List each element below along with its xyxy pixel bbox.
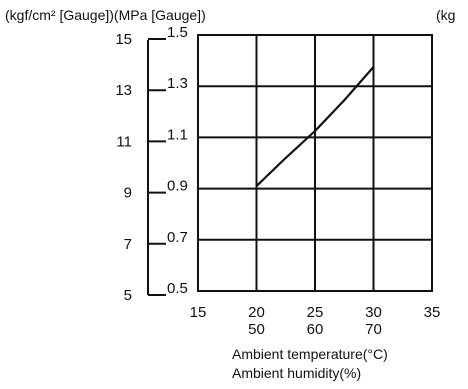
y-kgf-tick-label: 11 <box>116 133 132 150</box>
kgf-axis <box>147 38 166 296</box>
x-humidity-tick-label: 70 <box>365 321 382 338</box>
x-humidity-tick-label: 60 <box>307 321 324 338</box>
grid <box>197 34 433 292</box>
x-temperature-tick-label: 20 <box>248 304 265 321</box>
x-temperature-tick-label: 25 <box>307 304 324 321</box>
y-mpa-tick-label: 0.5 <box>167 280 188 297</box>
y-kgf-tick-label: 15 <box>115 31 132 48</box>
y-kgf-tick-label: 13 <box>115 82 132 99</box>
y-kgf-tick-label: 5 <box>124 287 132 304</box>
y-mpa-tick-labels: 0.5 0.7 0.9 1.1 1.3 1.5 <box>167 24 188 297</box>
x-temperature-tick-label: 35 <box>424 304 441 321</box>
x-humidity-tick-labels: 50 60 70 <box>248 321 382 338</box>
series-group <box>255 66 375 187</box>
y-kgf-tick-label: 9 <box>124 185 132 202</box>
x-axis-title-humidity: Ambient humidity(%) <box>232 365 361 381</box>
y-mpa-tick-label: 1.1 <box>167 126 188 143</box>
y-kgf-tick-labels: 5 7 9 11 13 15 <box>115 31 132 304</box>
left-units-label: (kgf/cm² [Gauge])(MPa [Gauge]) <box>5 7 206 23</box>
x-temperature-tick-labels: 15 20 25 30 35 <box>190 304 441 321</box>
y-mpa-tick-label: 1.3 <box>167 75 188 92</box>
x-axis-title-temperature: Ambient temperature(°C) <box>232 346 388 362</box>
x-temperature-tick-label: 30 <box>365 304 382 321</box>
x-humidity-tick-label: 50 <box>248 321 265 338</box>
y-kgf-tick-label: 7 <box>124 236 132 253</box>
y-mpa-tick-label: 0.7 <box>167 229 188 246</box>
x-temperature-tick-label: 15 <box>190 304 207 321</box>
series-line <box>255 66 375 187</box>
y-mpa-tick-label: 1.5 <box>167 24 188 41</box>
y-mpa-tick-label: 0.9 <box>167 178 188 195</box>
right-units-label: (kg <box>436 7 455 23</box>
